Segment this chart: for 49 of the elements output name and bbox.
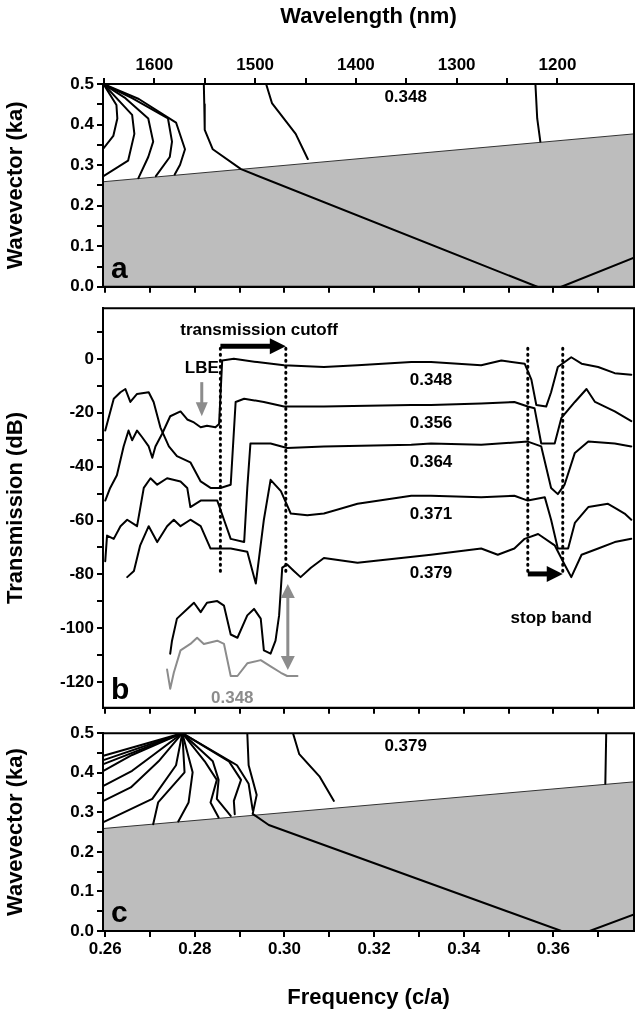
y-tick-label: 0.3 [70, 802, 94, 822]
y-tick-label: -100 [59, 618, 94, 637]
y-tick-label: 0 [84, 348, 94, 368]
annotation: transmission cutoff [180, 319, 339, 339]
x2-tick-label: 1200 [538, 55, 577, 75]
y-tick-label: -120 [59, 671, 94, 691]
y-tick-label: -20 [69, 402, 94, 422]
x-tick-label: 0.30 [267, 938, 302, 958]
series-label: 0.348 [211, 687, 254, 707]
x-axis-title: Frequency (c/a) [287, 983, 450, 1009]
x-tick-label: 0.34 [447, 938, 481, 958]
y-tick-label: -80 [69, 564, 94, 584]
y-tick-label: 0.5 [70, 722, 94, 742]
x2-tick-label: 1400 [336, 55, 375, 75]
x-tick-label: 0.32 [357, 938, 391, 958]
annotation: LBE [184, 357, 219, 377]
y-axis-title: Transmission (dB) [2, 412, 28, 604]
y-tick-label: 0.0 [70, 920, 94, 940]
series-label: 0.364 [409, 451, 453, 471]
x2-axis-title: Wavelength (nm) [280, 3, 457, 29]
annotation: 0.379 [384, 735, 427, 755]
x2-tick-label: 1300 [437, 55, 476, 75]
x-tick-label: 0.36 [536, 938, 570, 958]
x2-tick-label: 1500 [236, 55, 275, 75]
y-tick-label: 0.5 [70, 73, 94, 93]
x2-tick-label: 1600 [135, 55, 174, 75]
annotation: b [111, 672, 130, 706]
series-label: 0.371 [409, 503, 453, 523]
annotation: c [111, 895, 128, 929]
y-tick-label: -60 [69, 510, 94, 530]
y-tick-label: 0.1 [70, 881, 94, 901]
y-tick-label: 0.1 [70, 235, 94, 255]
y-tick-label: -40 [69, 456, 94, 476]
y-axis-title: Wavevector (ka) [2, 101, 28, 270]
annotation: stop band [510, 608, 592, 628]
annotation: a [111, 251, 128, 285]
y-tick-label: 0.4 [70, 114, 95, 134]
x-tick-label: 0.28 [178, 938, 212, 958]
series-label: 0.348 [409, 370, 453, 390]
y-tick-label: 0.4 [70, 762, 95, 782]
y-tick-label: 0.0 [70, 276, 94, 296]
y-tick-label: 0.2 [70, 841, 94, 861]
y-tick-label: 0.3 [70, 154, 94, 174]
annotation: 0.348 [384, 87, 427, 107]
x-tick-label: 0.26 [88, 938, 122, 958]
y-axis-title: Wavevector (ka) [2, 748, 28, 917]
series-label: 0.379 [409, 562, 453, 582]
series-label: 0.356 [409, 413, 453, 433]
y-tick-label: 0.2 [70, 195, 94, 215]
